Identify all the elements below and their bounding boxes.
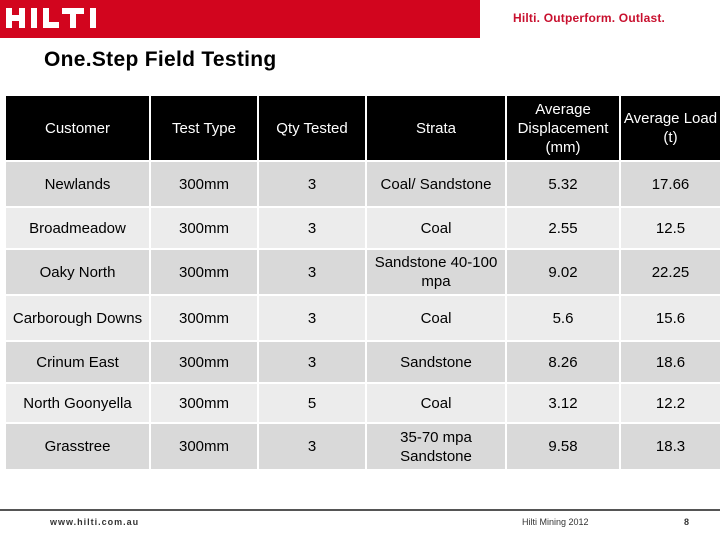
table-header-row: Customer Test Type Qty Tested Strata Ave… [6,96,720,161]
cell-average-displacement: 9.58 [506,422,621,469]
tagline-panel [480,0,720,38]
table-row: Crinum East 300mm 3 Sandstone 8.26 18.6 [6,340,720,383]
cell-average-load: 15.6 [620,294,720,341]
cell-average-load: 17.66 [620,160,720,207]
cell-test-type: 300mm [150,294,259,341]
column-header-customer: Customer [6,96,151,161]
tagline: Hilti. Outperform. Outlast. [513,11,666,25]
header-bar: Hilti. Outperform. Outlast. [0,0,720,38]
cell-average-load: 18.3 [620,422,720,469]
page-number: 8 [684,517,690,527]
cell-test-type: 300mm [150,248,259,295]
table-row: Carborough Downs 300mm 3 Coal 5.6 15.6 [6,294,720,341]
hilti-logo [6,8,96,28]
column-header-average-displacement: Average Displacement (mm) [506,96,621,161]
cell-strata: Coal [366,382,507,423]
cell-average-displacement: 3.12 [506,382,621,423]
table-row: Grasstree 300mm 3 35-70 mpa Sandstone 9.… [6,422,720,469]
column-header-average-load: Average Load (t) [620,96,720,161]
cell-test-type: 300mm [150,160,259,207]
cell-qty-tested: 3 [258,294,367,341]
footer-event: Hilti Mining 2012 [522,517,589,527]
cell-strata: Coal [366,206,507,249]
cell-test-type: 300mm [150,382,259,423]
cell-customer: Oaky North [6,248,151,295]
table-row: Broadmeadow 300mm 3 Coal 2.55 12.5 [6,206,720,249]
cell-test-type: 300mm [150,422,259,469]
cell-average-load: 18.6 [620,340,720,383]
cell-average-displacement: 5.6 [506,294,621,341]
cell-qty-tested: 3 [258,160,367,207]
table-row: North Goonyella 300mm 5 Coal 3.12 12.2 [6,382,720,423]
cell-average-load: 12.5 [620,206,720,249]
cell-average-load: 22.25 [620,248,720,295]
cell-customer: Crinum East [6,340,151,383]
column-header-strata: Strata [366,96,507,161]
table-row: Oaky North 300mm 3 Sandstone 40-100 mpa … [6,248,720,295]
cell-customer: Carborough Downs [6,294,151,341]
column-header-test-type: Test Type [150,96,259,161]
cell-qty-tested: 3 [258,340,367,383]
cell-qty-tested: 5 [258,382,367,423]
cell-strata: Sandstone [366,340,507,383]
cell-qty-tested: 3 [258,206,367,249]
cell-average-displacement: 5.32 [506,160,621,207]
cell-customer: North Goonyella [6,382,151,423]
cell-average-displacement: 9.02 [506,248,621,295]
cell-customer: Grasstree [6,422,151,469]
cell-strata: Coal [366,294,507,341]
page-title: One.Step Field Testing [44,48,277,71]
footer-divider [0,509,720,511]
footer-website: www.hilti.com.au [50,517,140,527]
cell-strata: Coal/ Sandstone [366,160,507,207]
cell-test-type: 300mm [150,340,259,383]
cell-customer: Newlands [6,160,151,207]
results-table: Customer Test Type Qty Tested Strata Ave… [6,96,720,469]
cell-qty-tested: 3 [258,422,367,469]
cell-strata: Sandstone 40-100 mpa [366,248,507,295]
cell-average-displacement: 8.26 [506,340,621,383]
cell-strata: 35-70 mpa Sandstone [366,422,507,469]
cell-qty-tested: 3 [258,248,367,295]
cell-test-type: 300mm [150,206,259,249]
column-header-qty-tested: Qty Tested [258,96,367,161]
cell-average-load: 12.2 [620,382,720,423]
cell-average-displacement: 2.55 [506,206,621,249]
table-row: Newlands 300mm 3 Coal/ Sandstone 5.32 17… [6,160,720,207]
cell-customer: Broadmeadow [6,206,151,249]
